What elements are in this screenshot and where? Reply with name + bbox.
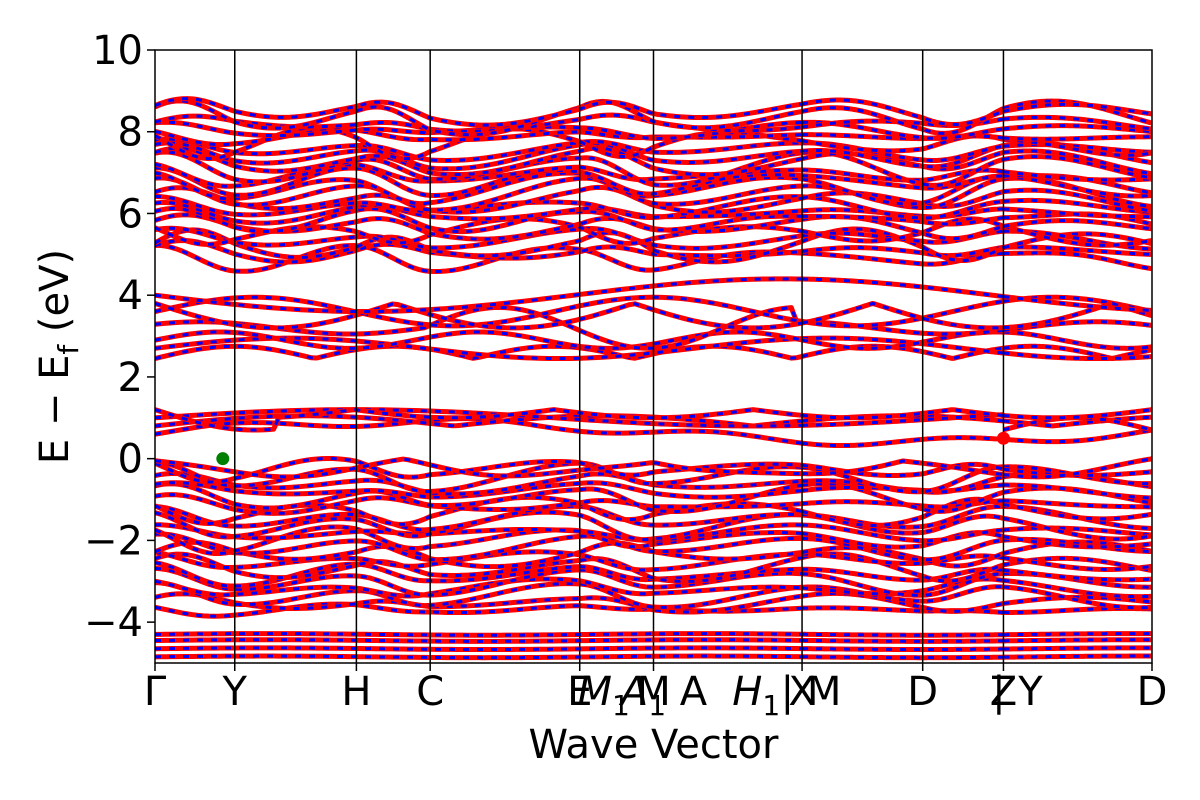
- x-tick-label-extra: H1: [732, 669, 780, 722]
- x-tick-label-extra: | M: [781, 669, 842, 715]
- band-line-down: [155, 277, 1152, 314]
- x-tick-label: D: [1137, 669, 1168, 715]
- y-tick-label: 0: [118, 437, 143, 483]
- y-tick-label: 6: [118, 191, 143, 237]
- x-tick-subscript: 1: [762, 689, 780, 722]
- band-line-down: [155, 457, 1152, 479]
- band-line-down: [155, 646, 1152, 652]
- x-tick-label: H: [341, 669, 371, 715]
- band-lines-group: [155, 96, 1152, 661]
- y-label-main: E − E: [32, 355, 78, 465]
- band-line-down: [155, 602, 1152, 618]
- band-line-down: [155, 128, 1152, 147]
- y-tick-label: 2: [118, 355, 143, 401]
- y-tick-label: 8: [118, 110, 143, 156]
- vbm-marker: [216, 452, 230, 466]
- band-line-down: [155, 654, 1152, 660]
- x-axis-label: Wave Vector: [529, 722, 780, 768]
- y-tick-label: 10: [92, 28, 143, 74]
- y-axis-label: E − Ef (eV): [32, 249, 85, 464]
- x-tick-label: C: [416, 669, 444, 715]
- x-tick-label: Z: [990, 669, 1017, 715]
- band-line-down: [155, 185, 1152, 214]
- band-line-down: [155, 194, 1152, 220]
- x-tick-label: E: [567, 669, 592, 715]
- x-tick-label: M: [636, 669, 671, 715]
- band-line-down: [155, 532, 1152, 562]
- band-line-down: [155, 523, 1152, 543]
- band-line-down: [155, 552, 1152, 583]
- y-axis-ticks: −4 −2 0 2 4 6 8 10: [84, 28, 155, 646]
- y-tick-label: −2: [84, 518, 143, 564]
- x-tick-label-extra: | Y: [992, 669, 1043, 715]
- x-tick-label: D: [907, 669, 938, 715]
- band-line-down: [155, 97, 1152, 127]
- x-tick-label-extra: A: [680, 669, 708, 715]
- band-line-down: [155, 408, 1152, 432]
- y-tick-label: 4: [118, 273, 143, 319]
- cbm-marker: [996, 431, 1010, 445]
- y-label-subscript: f: [52, 344, 85, 355]
- band-line-down: [155, 239, 1152, 264]
- y-tick-label: −4: [84, 600, 143, 646]
- band-line-down: [155, 638, 1152, 643]
- band-line-down: [155, 632, 1152, 637]
- kpoint-lines-group: [234, 50, 1005, 663]
- band-line-down: [155, 561, 1152, 588]
- x-tick-label: Y: [222, 669, 248, 715]
- x-tick-label: Γ: [144, 669, 167, 715]
- x-tick-subscript: 1: [612, 689, 630, 722]
- band-edge-markers: [216, 431, 1010, 466]
- x-tick-subscript: 1: [648, 689, 666, 722]
- x-tick-label: X: [788, 669, 815, 715]
- band-line-down: [155, 336, 1152, 361]
- y-label-unit: (eV): [32, 249, 78, 345]
